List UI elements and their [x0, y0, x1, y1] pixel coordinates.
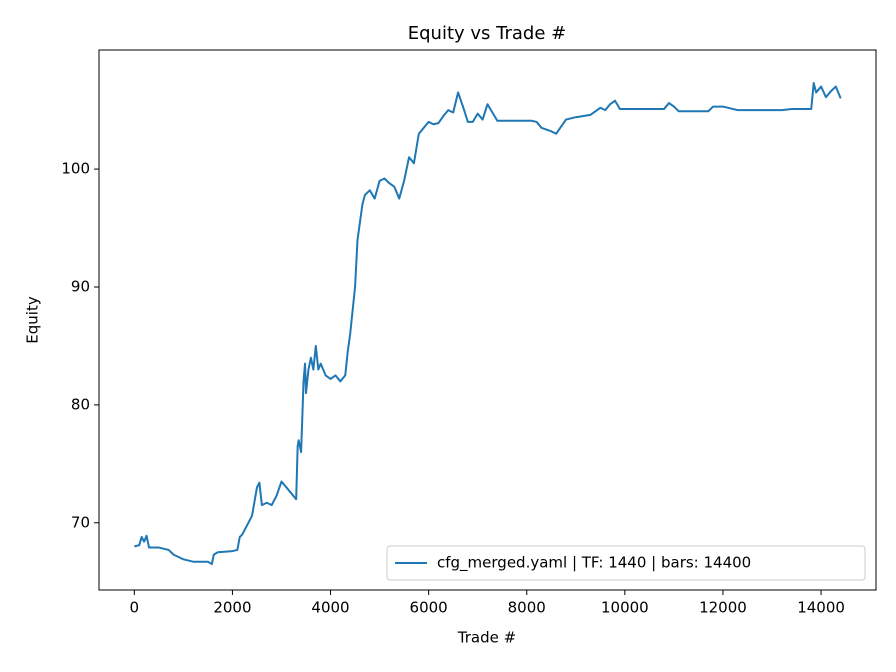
x-tick-label: 12000	[699, 599, 747, 617]
y-tick-label: 80	[71, 395, 90, 413]
y-tick-label: 90	[71, 277, 90, 295]
legend-box	[386, 545, 866, 581]
plot-frame	[98, 49, 877, 591]
x-tick-label: 0	[130, 599, 140, 617]
x-tick-label: 6000	[410, 599, 448, 617]
x-tick-label: 8000	[508, 599, 546, 617]
data-line	[134, 82, 842, 566]
legend-label: cfg_merged.yaml | TF: 1440 | bars: 14400	[437, 554, 751, 573]
x-tick-label: 2000	[213, 599, 251, 617]
chart-title: Equity vs Trade #	[408, 23, 566, 44]
x-tick-label: 14000	[797, 599, 845, 617]
x-tick-label: 10000	[601, 599, 649, 617]
x-tick-label: 4000	[311, 599, 349, 617]
y-tick-label: 70	[71, 513, 90, 531]
x-axis-label: Trade #	[457, 629, 516, 647]
y-axis-label: Equity	[24, 296, 42, 344]
y-tick-label: 100	[61, 160, 90, 178]
